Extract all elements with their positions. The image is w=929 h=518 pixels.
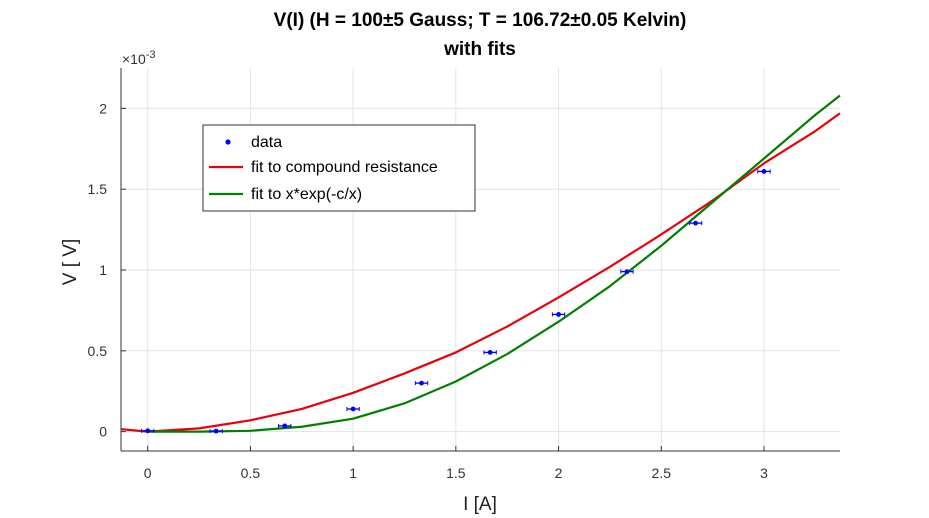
y-exponent-label: ×10-3 — [122, 49, 156, 67]
x-tick-label: 2 — [555, 465, 563, 481]
legend-label-compound: fit to compound resistance — [251, 159, 438, 176]
x-tick-label: 2.5 — [652, 465, 672, 481]
y-exponent-power: -3 — [146, 49, 156, 61]
legend-label-exp: fit to x*exp(-c/x) — [251, 186, 362, 203]
x-tick-label: 0 — [144, 465, 152, 481]
axes-frame — [120, 68, 840, 452]
data-point — [213, 428, 219, 434]
chart-title-line1: V(I) (H = 100±5 Gauss; T = 106.72±0.05 K… — [274, 10, 687, 31]
data-point — [693, 220, 698, 226]
y-tick-label: 2 — [99, 100, 107, 116]
y-tick-label: 1 — [99, 262, 107, 278]
data-point — [556, 312, 561, 317]
y-tick-label: 1.5 — [88, 181, 108, 197]
x-tick-label: 1.5 — [446, 465, 466, 481]
y-tick-label: 0.5 — [88, 343, 108, 359]
data-point — [761, 169, 767, 174]
data-point — [282, 423, 288, 429]
data-point — [624, 269, 630, 275]
data-point — [145, 428, 151, 434]
x-tick-label: 3 — [760, 465, 768, 481]
data-point — [350, 406, 356, 412]
data-point — [487, 350, 493, 355]
x-axis-label: I [A] — [463, 494, 497, 515]
series-layer — [120, 94, 841, 434]
x-tick-label: 0.5 — [241, 465, 261, 481]
legend-label-data: data — [251, 134, 282, 151]
data-point — [419, 380, 424, 386]
legend: data fit to compound resistance fit to x… — [202, 124, 476, 212]
series-line-exp-fit — [147, 94, 841, 433]
legend-marker-data — [225, 139, 231, 145]
series-line-compound-resistance — [120, 112, 841, 433]
x-tick-label: 1 — [349, 465, 357, 481]
chart-title-line2: with fits — [443, 39, 516, 60]
ticks: 0 0.5 1 1.5 2 2.5 3 0 0.5 1 1.5 2 — [88, 100, 769, 481]
y-exponent-base: ×10 — [122, 51, 146, 67]
y-tick-label: 0 — [99, 424, 107, 440]
y-axis-label: V [ V] — [60, 239, 81, 285]
legend-box — [202, 124, 476, 212]
